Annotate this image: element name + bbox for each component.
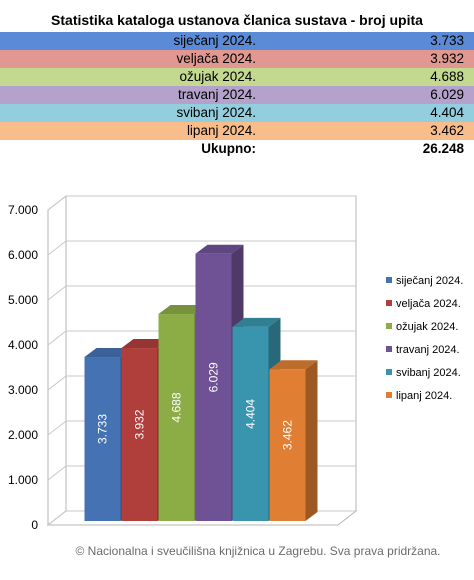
bar-top [121,339,170,349]
bar-value-label: 3.733 [96,414,110,444]
bar-side [305,360,318,521]
row-label: lipanj 2024. [186,123,256,138]
row-value: 4.404 [430,105,464,120]
bar-top [158,305,207,315]
y-tick-label: 0 [31,518,38,532]
row-value: 3.462 [430,123,464,138]
legend-swatch [386,369,392,375]
y-tick-label: 5.000 [8,293,38,307]
row-value: 6.029 [430,87,464,102]
legend-label: svibanj 2024. [396,367,461,379]
bar [232,326,269,521]
table-row: ožujak 2024. 4.688 [0,68,474,86]
legend-label: ožujak 2024. [396,321,458,333]
gridline [47,240,356,256]
bar-value-label: 4.688 [170,392,184,422]
row-label: veljača 2024. [176,51,256,66]
table-row: lipanj 2024. 3.462 [0,122,474,140]
side-wall [47,194,67,527]
bar [158,314,195,521]
table-row: svibanj 2024. 4.404 [0,104,474,122]
legend-label: veljača 2024. [396,298,461,310]
row-value: 4.688 [430,69,464,84]
row-label: travanj 2024. [177,87,256,102]
bar-value-label: 4.404 [244,399,258,429]
bar-top [195,244,244,254]
row-value: 3.932 [430,51,464,66]
bar-top [269,360,318,370]
legend-label: lipanj 2024. [396,390,452,402]
bar [121,348,158,521]
table-row: veljača 2024. 3.932 [0,50,474,68]
legend-label: travanj 2024. [396,344,460,356]
row-label: svibanj 2024. [176,105,256,120]
gridline [47,285,356,301]
y-tick-label: 2.000 [8,428,38,442]
row-label: ožujak 2024. [179,69,256,84]
bar [195,253,232,521]
row-value: 3.733 [430,33,464,48]
legend-swatch [386,346,392,352]
bar-value-label: 3.462 [281,420,295,450]
bar-value-label: 3.932 [133,409,147,439]
bar-value-label: 6.029 [207,362,221,392]
bar-chart: 0 1.000 2.000 3.000 4.000 5.000 6.000 7.000 3.73… [8,194,463,532]
y-tick-label: 6.000 [8,248,38,262]
table-row: travanj 2024. 6.029 [0,86,474,104]
gridline [47,195,356,211]
total-label: Ukupno: [201,141,256,156]
legend-swatch [386,300,392,306]
y-tick-label: 7.000 [8,203,38,217]
copyright-footer: © Nacionalna i sveučilišna knjižnica u Z… [75,544,441,558]
total-value: 26.248 [422,141,464,156]
y-tick-label: 3.000 [8,383,38,397]
bar [269,369,306,521]
y-tick-label: 4.000 [8,338,38,352]
legend-swatch [386,277,392,283]
bar-top [84,348,133,358]
stats-table: siječanj 2024. 3.733 veljača 2024. 3.932… [0,32,474,158]
row-label: siječanj 2024. [173,33,256,48]
total-row: Ukupno: 26.248 [0,140,474,158]
legend-label: siječanj 2024. [396,275,463,287]
table-row: siječanj 2024. 3.733 [0,32,474,50]
legend-swatch [386,323,392,329]
legend-swatch [386,392,392,398]
bar [84,357,121,521]
bar-top [232,317,281,327]
y-tick-label: 1.000 [8,473,38,487]
table-title: Statistika kataloga ustanova članica sus… [51,12,423,28]
